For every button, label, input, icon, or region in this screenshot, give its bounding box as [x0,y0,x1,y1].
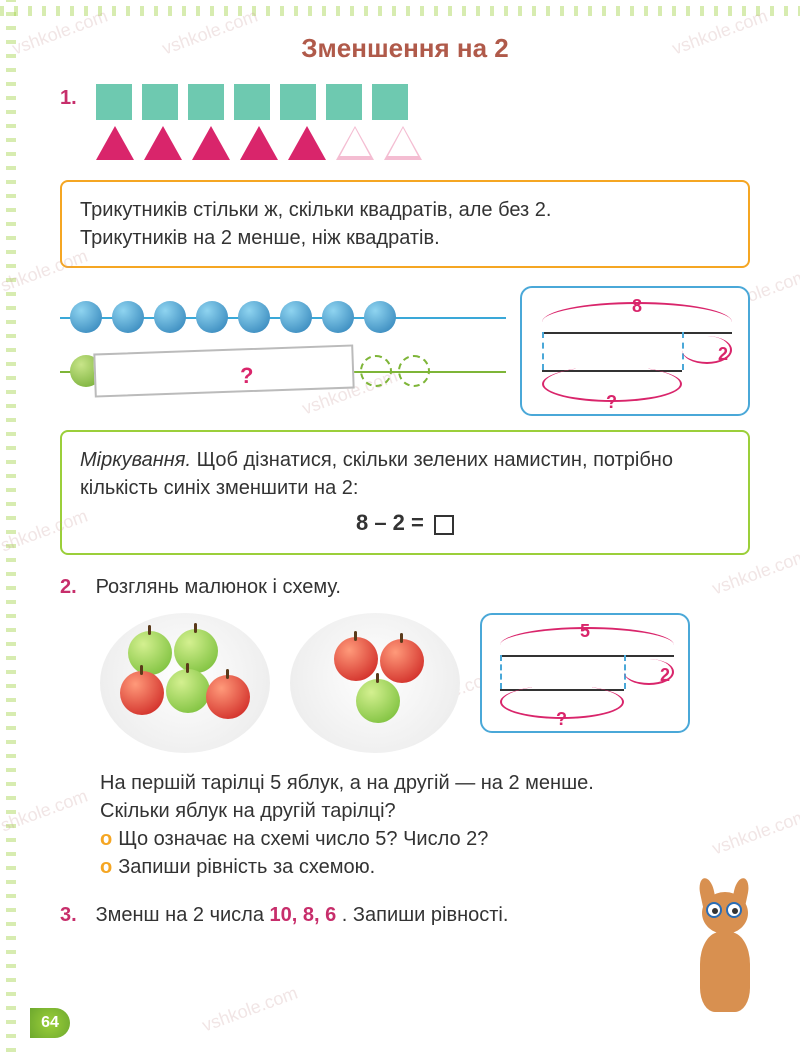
diagram-line-top [542,332,732,334]
bead-blue-icon [154,301,186,333]
task-2: 2. Розглянь малюнок і схему. [60,573,750,601]
square-icon [280,84,316,120]
square-icon [96,84,132,120]
question-mark: ? [240,361,253,392]
apple-red-icon [334,637,378,681]
diagram-value-right: 2 [660,663,670,688]
square-icon [142,84,178,120]
task-1: 1. [60,84,750,166]
task-3-text-b: . Запиши рівності. [342,904,509,926]
task-3-numbers: 10, 8, 6 [270,904,337,926]
task-2-bullet-1: o Що означає на схемі число 5? Число 2? [100,825,750,853]
apple-red-icon [206,675,250,719]
task-3: 3. Зменш на 2 числа 10, 8, 6 . Запиши рі… [60,901,750,929]
equation: 8 – 2 = [80,508,730,539]
bead-blue-icon [280,301,312,333]
bullet-text: Запиши рівність за схемою. [118,856,375,878]
decorative-border-left [6,0,16,1052]
bead-blue-icon [112,301,144,333]
square-icon [234,84,270,120]
beads-section: ? 8 2 ? [60,286,750,416]
plate-2 [290,613,460,753]
bead-outline-icon [398,355,430,387]
triangle-icon [192,126,230,160]
bead-cover [93,345,354,398]
apple-green-icon [166,669,210,713]
rule-line-2: Трикутників на 2 менше, ніж квадратів. [80,224,730,252]
equation-blank-box [434,515,454,535]
diagram-value-top: 5 [580,619,590,644]
bead-blue-icon [238,301,270,333]
square-icon [372,84,408,120]
watermark: vshkole.com [199,980,302,1038]
triangle-outline-icon [336,126,374,160]
rule-line-1: Трикутників стільки ж, скільки квадратів… [80,196,730,224]
reasoning-box: Міркування. Щоб дізнатися, скільки зелен… [60,430,750,555]
bullet-icon: o [100,828,112,850]
apple-green-icon [128,631,172,675]
plate-1 [100,613,270,753]
diagram-value-top: 8 [632,294,642,319]
task-3-text-a: Зменш на 2 числа [96,904,270,926]
task-number: 2. [60,573,90,601]
triangle-outline-icon [384,126,422,160]
bead-blue-icon [322,301,354,333]
page-title: Зменшення на 2 [60,30,750,66]
apple-red-icon [380,639,424,683]
bullet-text: Що означає на схемі число 5? Число 2? [118,828,488,850]
green-beads-line: ? [60,351,506,395]
apple-green-icon [356,679,400,723]
square-icon [188,84,224,120]
apple-green-icon [174,629,218,673]
task-2-prompt: Розглянь малюнок і схему. [96,576,341,598]
task-2-body: На першій тарілці 5 яблук, а на другій —… [100,769,750,881]
triangles-row [96,126,422,160]
square-icon [326,84,362,120]
diagram-value-bottom: ? [606,390,617,415]
diagram-1: 8 2 ? [520,286,750,416]
bead-blue-icon [196,301,228,333]
diagram-line-top [500,655,674,657]
task-number: 3. [60,901,90,929]
task-2-line-1: На першій тарілці 5 яблук, а на другій —… [100,769,750,797]
diagram-value-right: 2 [718,342,728,367]
reasoning-label: Міркування. [80,449,191,471]
equation-lhs: 8 – 2 = [356,510,424,535]
bullet-icon: o [100,856,112,878]
bead-blue-icon [364,301,396,333]
task-number: 1. [60,84,90,112]
task-2-line-2: Скільки яблук на другій тарілці? [100,797,750,825]
kangaroo-mascot-icon [680,882,770,1012]
triangle-icon [288,126,326,160]
blue-beads-line [60,297,506,341]
bead-outline-icon [360,355,392,387]
page-number: 64 [30,1008,70,1038]
task-2-bullet-2: o Запиши рівність за схемою. [100,853,750,881]
rule-box: Трикутників стільки ж, скільки квадратів… [60,180,750,268]
diagram-dashed [542,332,544,370]
decorative-border-top [0,6,800,16]
diagram-value-bottom: ? [556,707,567,732]
triangle-icon [240,126,278,160]
bead-blue-icon [70,301,102,333]
apple-red-icon [120,671,164,715]
diagram-2: 5 2 ? [480,613,690,733]
triangle-icon [96,126,134,160]
task-2-figure: 5 2 ? [100,613,750,753]
diagram-dashed [500,655,502,689]
squares-row [96,84,422,120]
triangle-icon [144,126,182,160]
